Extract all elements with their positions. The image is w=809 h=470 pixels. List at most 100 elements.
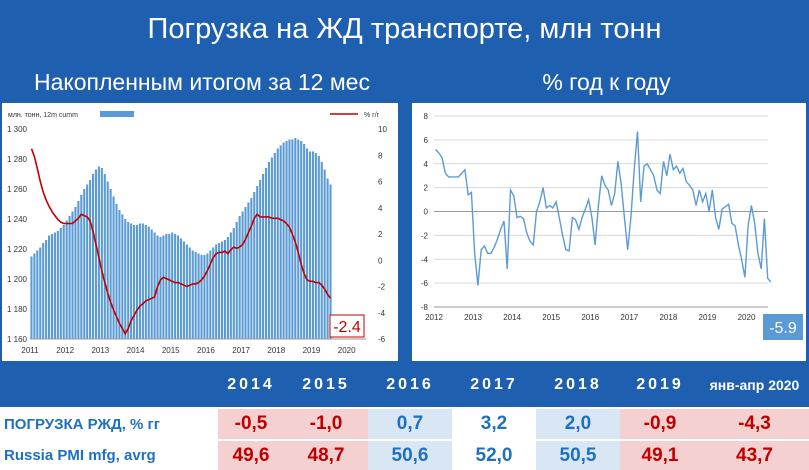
chart-bar: [83, 189, 86, 339]
summary-table: 2014 2015 2016 2017 2018 2019 янв-апр 20…: [0, 363, 809, 470]
row-label: Russia PMI mfg, avrg: [0, 441, 218, 470]
chart-bar: [320, 162, 323, 339]
y2-tick-label: 4: [378, 204, 383, 213]
chart-bar: [56, 231, 59, 339]
chart-bar: [253, 192, 256, 339]
x-tick-label: 2014: [127, 346, 145, 355]
chart-bar: [288, 139, 291, 339]
chart-bar: [53, 232, 56, 339]
chart-bar: [59, 228, 62, 339]
chart-bar: [150, 229, 153, 339]
series-line: [30, 148, 332, 336]
table-cell: 49,6: [218, 441, 284, 470]
chart-bar: [220, 241, 224, 339]
chart-bar: [91, 174, 95, 339]
chart-bar: [311, 151, 314, 339]
chart-bar: [259, 180, 262, 339]
chart-bar: [89, 180, 92, 339]
chart-bar: [194, 252, 197, 339]
x-tick-label: 2017: [620, 313, 638, 322]
chart-bar: [141, 223, 144, 339]
chart-bar: [197, 253, 200, 339]
x-tick-label: 2011: [21, 346, 39, 355]
chart-bar: [238, 216, 241, 339]
y2-tick-label: -2: [378, 283, 386, 292]
y2-tick-label: 0: [378, 256, 383, 265]
chart-bar: [256, 186, 259, 339]
page-title: Погрузка на ЖД транспорте, млн тонн: [147, 13, 662, 45]
legend-line-label: % г/г: [364, 112, 380, 119]
annotation-value: -2.4: [333, 319, 361, 336]
chart-bar: [177, 235, 180, 339]
year-header: 2016: [386, 376, 434, 393]
table-row: ПОГРУЗКА РЖД, % гг -0,5 -1,0 0,7 3,2 2,0…: [0, 409, 809, 439]
chart-bar: [250, 198, 253, 339]
chart-bar: [48, 235, 51, 339]
annotation-box: [329, 314, 365, 338]
left-chart: 1 160 1 180 1 200 1 220 1 240 1 260 1 280 1 300…: [7, 111, 387, 355]
chart-bar: [121, 214, 124, 339]
chart-bar: [206, 253, 209, 339]
chart-bar: [168, 234, 171, 339]
y2-tick-label: 8: [378, 151, 383, 160]
chart-bar: [279, 145, 282, 339]
chart-bar: [282, 142, 285, 339]
chart-bar: [308, 151, 312, 339]
legend-bar-label: млн. тонн, 12m cumm: [8, 112, 78, 119]
chart-bar: [270, 157, 273, 339]
chart-bar: [80, 195, 83, 339]
x-tick-label: 2019: [303, 346, 321, 355]
y-tick-label: 1 200: [7, 275, 28, 284]
chart-bar: [273, 153, 276, 339]
chart-bar: [153, 232, 156, 339]
table-cell: 52,0: [452, 441, 536, 470]
chart-bar: [30, 256, 33, 339]
x-tick-label: 2019: [699, 313, 717, 322]
y2-tick-label: 2: [378, 230, 383, 239]
legend-bar-swatch: [100, 111, 134, 117]
chart-bar: [314, 153, 317, 339]
y-tick-label: 1 300: [7, 125, 28, 134]
chart-bar: [171, 232, 174, 339]
chart-bar: [97, 166, 100, 339]
series-line: [435, 131, 772, 286]
year-header: 2015: [302, 376, 350, 393]
chart-bar: [39, 247, 42, 339]
chart-bar: [118, 210, 121, 339]
chart-bar: [74, 207, 77, 339]
x-tick-label: 2015: [162, 346, 180, 355]
table-cell: 2,0: [536, 409, 620, 439]
chart-bar: [323, 169, 326, 339]
table-cell: 50,6: [368, 441, 452, 470]
chart-bar: [112, 196, 115, 339]
chart-bar: [159, 237, 162, 339]
chart-bar: [241, 211, 244, 339]
annotation-value: -5.9: [769, 320, 797, 337]
chart-bar: [244, 207, 247, 339]
y-tick-label: 1 240: [7, 215, 28, 224]
y2-tick-label: 10: [378, 125, 387, 134]
right-chart-panel: -8 -6 -4 -2 0 2 4 6 8 2012 2013 2014 2015 2016 2017 201…: [412, 103, 806, 361]
chart-bar: [229, 232, 232, 339]
chart-bar: [86, 184, 89, 339]
chart-bar: [317, 156, 320, 339]
chart-bar: [203, 255, 206, 339]
chart-bar: [115, 204, 118, 339]
table-row: Russia PMI mfg, avrg 49,6 48,7 50,6 52,0…: [0, 441, 809, 470]
table-cell: 49,1: [620, 441, 700, 470]
chart-bar: [33, 253, 36, 339]
chart-bar: [326, 178, 329, 339]
chart-bar: [262, 174, 265, 339]
chart-bar: [297, 139, 300, 339]
year-header: 2017: [470, 376, 518, 393]
chart-bar: [247, 202, 250, 339]
chart-bar: [212, 247, 215, 339]
y-tick-label: 2: [424, 184, 429, 193]
left-chart-panel: 1 160 1 180 1 200 1 220 1 240 1 260 1 280 1 300…: [2, 103, 398, 361]
y2-tick-label: -6: [378, 335, 386, 344]
chart-bar: [179, 238, 183, 339]
chart-bar: [62, 225, 65, 339]
x-tick-label: 2018: [659, 313, 677, 322]
y-tick-label: 1 160: [7, 335, 28, 344]
chart-bar: [109, 189, 112, 339]
